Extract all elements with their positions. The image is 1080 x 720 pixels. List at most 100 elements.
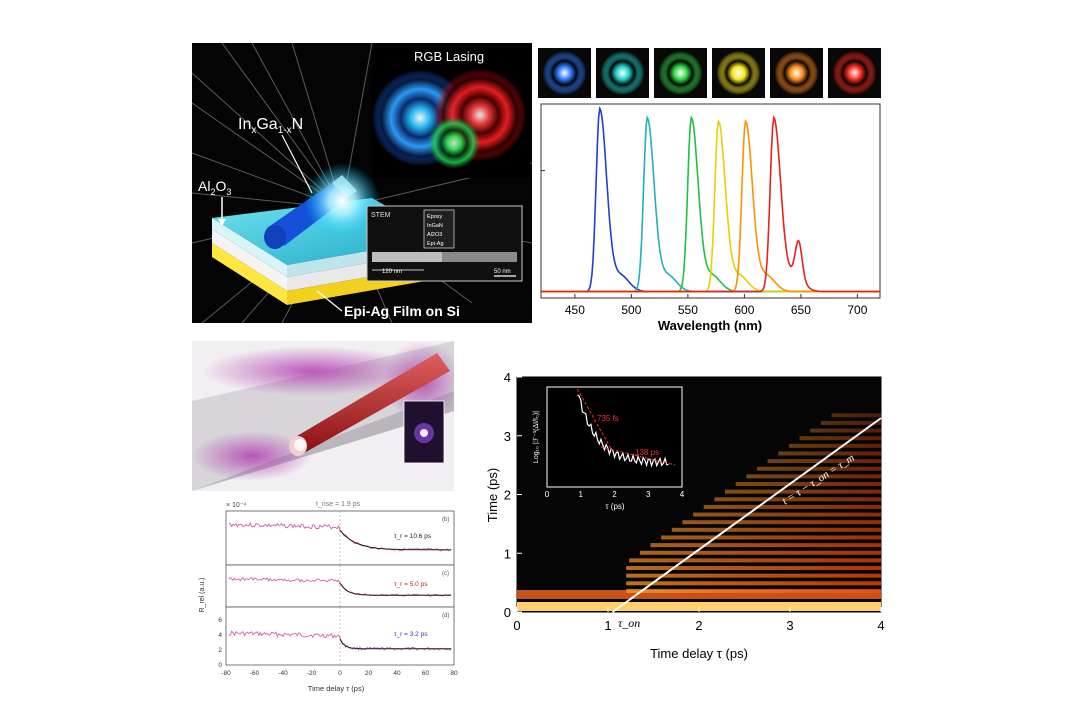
time-delay-heatmap: 0 1 2 3 4 0 1 2 3 4 0 1 2 3 4 735 fs 138 ps Log₁₀ |ℱ⁻… [485,370,885,661]
hm-xlabel: Time delay τ (ps) [650,646,748,661]
pp-xlabel: Time delay τ (ps) [308,684,365,693]
pp-x-tick-label: 20 [365,670,373,677]
strip-label: (c) [442,571,449,577]
stem-label-3: Epi-Ag [427,241,444,247]
hm-y-tick-label: 0 [504,605,511,620]
pp-data [228,576,452,597]
pp-fit [339,582,452,596]
hm-x-tick-label: 4 [877,618,884,633]
x-tick-label: 600 [734,303,754,317]
pump-probe-chart: × 10⁻⁴ t_rise = 1.9 ps (b) τ_r = 10.6 ps (… [199,501,458,693]
inset-fit-fast [576,388,612,450]
emission-spot [832,51,877,95]
spectrum-line [541,115,880,293]
heatmap-band [626,573,881,578]
heatmap-band [517,602,881,611]
hm-x-tick-label: 0 [513,618,520,633]
purple-glow [192,431,312,481]
plasmon-waveguide-schematic [192,341,454,491]
tau-on-label: τ_on [618,616,640,630]
heatmap-band [799,436,881,441]
heatmap-band [810,428,881,433]
inset-x-tick-label: 0 [545,490,550,499]
heatmap-band [626,588,881,593]
rgb-lasing-image: RGB Lasing [372,48,530,178]
oxide-label: Al2O3 [198,178,231,197]
heatmap-band [735,482,881,487]
inset-fit-slow [600,446,676,466]
pp-x-tick-label: 40 [393,670,401,677]
pp-y-tick-label: 2 [218,647,222,654]
pp-x-tick-label: -60 [250,670,260,677]
hm-y-tick-label: 3 [504,429,511,444]
stem-scale-right: 50 nm [494,269,511,275]
inset-x-tick-label: 3 [646,490,651,499]
hm-x-tick-label: 1 [604,618,611,633]
glow-spot [294,439,306,451]
heatmap-band [682,520,881,525]
pp-x-tick-label: -80 [221,670,231,677]
stem-label-1: InGaN [427,223,443,229]
spectra-chart: 450 500 550 600 650 700 Wavelength (nm) [540,103,881,333]
inset-note-2: 138 ps [635,448,659,457]
spectra-xlabel: Wavelength (nm) [658,318,762,333]
hm-x-tick-label: 2 [695,618,702,633]
substrate-label: Epi-Ag Film on Si [344,303,460,319]
stem-scale-left: 120 nm [382,269,402,275]
stem-label-2: Al2O3 [427,232,442,238]
heatmap-band [661,535,881,540]
axis-exponent: × 10⁻⁴ [226,502,247,509]
emission-spot [716,51,761,95]
pp-fit [339,638,452,650]
pp-x-tick-label: 80 [450,670,458,677]
emission-spot [774,51,819,95]
strip-label: (d) [442,613,449,619]
heatmap-band [725,489,881,494]
x-tick-label: 700 [847,303,867,317]
heatmap-band [778,451,881,456]
inset-x-tick-label: 4 [680,490,685,499]
heatmap-band [756,466,881,471]
pp-y-tick-label: 4 [218,632,222,639]
substrate-pointer [316,290,343,312]
onset-line [611,417,882,613]
inset-x-tick-label: 2 [612,490,617,499]
pp-data [228,630,452,651]
hm-x-tick-label: 3 [786,618,793,633]
nanorod-label: InxGa1-xN [238,116,303,136]
x-tick-label: 550 [678,303,698,317]
hm-y-tick-label: 4 [504,370,511,385]
pp-x-tick-label: -20 [307,670,317,677]
heatmap-band [626,581,881,586]
stem-inset: STEM Epoxy InGaN Al2O3 Epi-Ag 120 nm 50 … [366,205,523,282]
hm-y-tick-label: 2 [504,488,511,503]
inset-decay-line [577,394,669,468]
x-tick-label: 650 [791,303,811,317]
heatmap-band [831,413,881,418]
hm-ylabel: Time (ps) [485,468,500,522]
heatmap-band [629,558,881,563]
hm-y-tick-label: 1 [504,546,511,561]
heatmap-band [820,420,881,425]
heatmap-band [650,543,881,548]
emission-spot [658,51,703,95]
purple-glow [202,346,422,396]
emission-spot [600,51,645,95]
pp-fit [339,529,452,551]
pp-x-tick-label: 0 [338,670,342,677]
heatmap-band [639,550,881,555]
inset-x-tick-label: 1 [579,490,584,499]
inset-note-1: 735 fs [597,414,619,423]
heatmap-band [703,504,881,509]
emission-swatches [538,48,881,98]
stem-label-0: Epoxy [427,214,443,220]
heatmap-band [788,443,881,448]
top-note: t_rise = 1.9 ps [316,501,361,508]
inset-xlabel: τ (ps) [605,502,624,511]
heatmap-band [767,459,881,464]
stem-title: STEM [371,212,391,219]
pp-x-tick-label: -40 [278,670,288,677]
emission-flash [304,163,380,239]
x-tick-label: 500 [621,303,641,317]
heatmap-band [714,497,881,502]
